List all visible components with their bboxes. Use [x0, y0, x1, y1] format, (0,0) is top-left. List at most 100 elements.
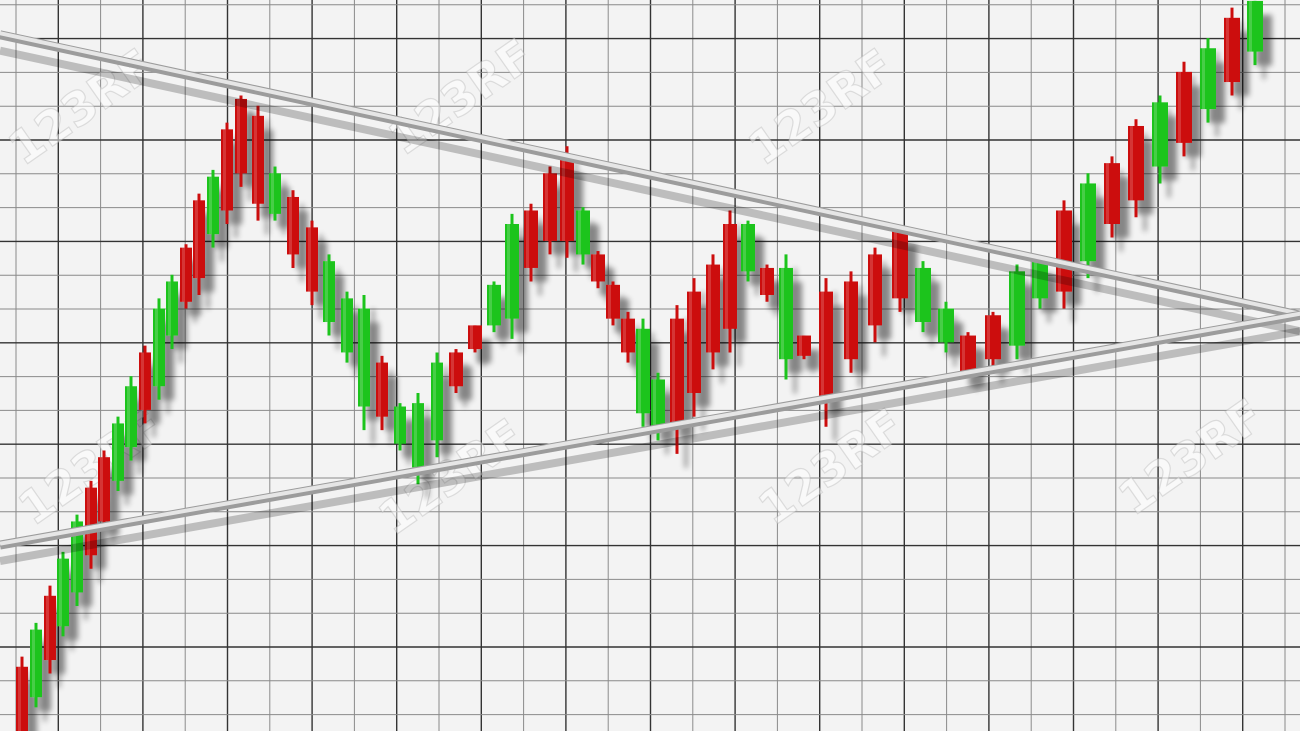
candle-highlight: [209, 176, 212, 235]
candle-body: [235, 98, 247, 174]
candle-highlight: [623, 318, 626, 353]
candle-highlight: [1058, 210, 1061, 292]
candle-bullish: [125, 376, 137, 461]
candle-highlight: [672, 318, 675, 424]
candle-bearish: [797, 335, 811, 360]
candle-highlight: [18, 666, 21, 731]
candle-bullish: [1080, 173, 1096, 279]
candle-highlight: [1249, 0, 1252, 52]
candle-highlight: [308, 227, 311, 292]
candle-highlight: [870, 254, 873, 326]
candle-highlight: [1226, 17, 1229, 83]
candle-bullish: [57, 551, 69, 637]
candle-bullish: [636, 318, 650, 427]
trendline-shadow: [0, 46, 1300, 336]
candle-body: [269, 173, 281, 214]
candle-highlight: [638, 328, 641, 414]
candle-highlight: [168, 281, 171, 336]
candle-bearish: [892, 230, 908, 312]
candle-highlight: [46, 595, 49, 661]
candle-body: [180, 247, 192, 302]
candle-bullish: [358, 294, 370, 431]
candle-highlight: [987, 315, 990, 360]
candle-bearish: [760, 264, 774, 302]
candle-bearish: [868, 247, 882, 343]
candle-bullish: [394, 403, 406, 451]
trendline-highlight: [0, 31, 1300, 316]
candle-highlight: [821, 291, 824, 400]
candle-highlight: [87, 487, 90, 556]
candle-highlight: [195, 200, 198, 279]
candle-bullish: [1032, 257, 1048, 309]
candle-highlight: [1106, 163, 1109, 224]
trendlines: [0, 30, 1300, 566]
candle-highlight: [451, 352, 454, 387]
trendline-resistance: [0, 30, 1300, 336]
candle-highlight: [141, 352, 144, 410]
candle-highlight: [470, 325, 473, 350]
candle-bullish: [938, 301, 954, 353]
candle-body: [306, 227, 318, 292]
candle-highlight: [781, 267, 784, 360]
candle-highlight: [653, 379, 656, 427]
candle-highlight: [743, 224, 746, 272]
watermark-logo: 123RF: [749, 398, 913, 536]
candle-bullish: [1009, 264, 1025, 360]
candle-highlight: [1130, 125, 1133, 201]
candle-highlight: [127, 386, 130, 448]
candle-highlight: [962, 335, 965, 373]
candle-highlight: [360, 308, 363, 407]
candle-highlight: [73, 521, 76, 593]
candle-highlight: [917, 267, 920, 323]
candle-bearish: [606, 281, 620, 326]
candle-bearish: [180, 244, 192, 309]
candle-highlight: [799, 335, 802, 356]
candle-bearish: [376, 355, 388, 431]
candle-bullish: [1200, 38, 1216, 123]
candle-bearish: [306, 220, 318, 306]
watermark-logo: 123RF: [1109, 388, 1273, 526]
candle-highlight: [433, 362, 436, 441]
candle-highlight: [1034, 261, 1037, 299]
candle-highlight: [1178, 71, 1181, 143]
candle-bearish: [193, 193, 205, 295]
candle-bearish: [960, 332, 976, 377]
candle-bearish: [1128, 119, 1144, 218]
candle-bullish: [341, 291, 353, 363]
watermark-logo: 123RF: [739, 38, 903, 176]
candle-highlight: [562, 159, 565, 241]
candle-highlight: [414, 403, 417, 468]
candle-bullish: [207, 169, 219, 248]
candle-bearish: [985, 311, 1001, 370]
candle-highlight: [725, 224, 728, 329]
candle-bearish: [670, 305, 684, 454]
candle-highlight: [526, 210, 529, 268]
candle-highlight: [114, 423, 117, 481]
candle-highlight: [396, 406, 399, 444]
candle-highlight: [762, 267, 765, 295]
candle-highlight: [155, 308, 158, 387]
candle-bearish: [560, 146, 574, 258]
candle-bearish: [449, 349, 463, 393]
candle-highlight: [325, 261, 328, 323]
trendline-highlight: [0, 311, 1300, 546]
candle-bearish: [221, 122, 233, 224]
candle-bearish: [235, 95, 247, 187]
candle-highlight: [378, 362, 381, 417]
candle-highlight: [343, 298, 346, 353]
candle-highlight: [289, 196, 292, 255]
candle-body: [30, 629, 42, 698]
candle-bullish: [741, 220, 755, 282]
candle-body: [412, 403, 424, 468]
candle-body: [376, 362, 388, 417]
candle-body: [341, 298, 353, 353]
candle-bearish: [524, 203, 538, 282]
candle-bearish: [723, 210, 737, 353]
candle-bullish: [431, 352, 443, 458]
candle-highlight: [940, 308, 943, 343]
candle-body: [358, 308, 370, 407]
candle-bullish: [576, 207, 590, 265]
candle-bearish: [591, 251, 605, 289]
candle-bearish: [287, 190, 299, 268]
candle-highlight: [237, 98, 240, 174]
